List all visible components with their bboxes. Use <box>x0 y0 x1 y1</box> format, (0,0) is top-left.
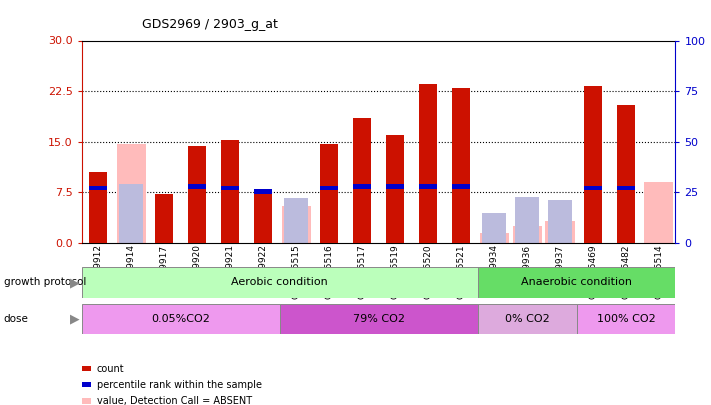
Text: 79% CO2: 79% CO2 <box>353 314 405 324</box>
Text: 0.05%CO2: 0.05%CO2 <box>151 314 210 324</box>
Bar <box>188 184 206 189</box>
Bar <box>82 267 478 298</box>
Bar <box>479 233 508 243</box>
Bar <box>279 304 478 334</box>
Bar <box>584 86 602 243</box>
Bar <box>386 184 404 189</box>
Text: Aerobic condition: Aerobic condition <box>231 277 328 288</box>
Bar <box>617 185 635 190</box>
Text: percentile rank within the sample: percentile rank within the sample <box>97 380 262 390</box>
Bar <box>419 184 437 189</box>
Bar <box>478 267 675 298</box>
Bar <box>584 185 602 190</box>
Bar <box>617 104 635 243</box>
Bar <box>320 185 338 190</box>
Text: ▶: ▶ <box>70 276 80 289</box>
Bar <box>515 197 539 243</box>
Bar <box>320 144 338 243</box>
Bar <box>353 118 371 243</box>
Bar <box>119 184 143 243</box>
Text: Anaerobic condition: Anaerobic condition <box>521 277 632 288</box>
Text: ▶: ▶ <box>70 312 80 326</box>
Bar <box>254 190 272 243</box>
Bar <box>282 206 311 243</box>
Bar <box>577 304 675 334</box>
Bar <box>89 185 107 190</box>
Text: dose: dose <box>4 314 28 324</box>
Bar <box>82 304 279 334</box>
Bar <box>419 84 437 243</box>
Bar <box>386 135 404 243</box>
Bar <box>221 185 240 190</box>
Bar <box>545 222 574 243</box>
Bar <box>117 144 146 243</box>
Text: 100% CO2: 100% CO2 <box>597 314 656 324</box>
Bar <box>254 189 272 194</box>
Bar <box>188 147 206 243</box>
Text: value, Detection Call = ABSENT: value, Detection Call = ABSENT <box>97 396 252 405</box>
Bar <box>478 304 577 334</box>
Bar <box>452 184 470 189</box>
Text: count: count <box>97 364 124 373</box>
Bar <box>513 226 542 243</box>
Bar <box>221 141 240 243</box>
Bar <box>155 194 173 243</box>
Bar <box>353 184 371 189</box>
Bar <box>452 88 470 243</box>
Text: GDS2969 / 2903_g_at: GDS2969 / 2903_g_at <box>142 18 278 31</box>
Bar <box>89 172 107 243</box>
Text: 0% CO2: 0% CO2 <box>505 314 550 324</box>
Bar <box>644 182 673 243</box>
Text: growth protocol: growth protocol <box>4 277 86 288</box>
Bar <box>548 200 572 243</box>
Bar <box>482 213 506 243</box>
Bar <box>284 198 308 243</box>
